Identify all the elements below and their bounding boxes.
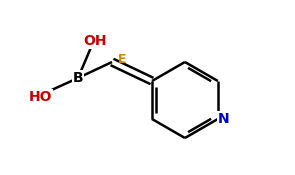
Text: OH: OH	[83, 34, 107, 48]
Text: N: N	[218, 112, 230, 126]
Text: B: B	[73, 71, 83, 85]
Text: HO: HO	[28, 90, 52, 104]
Text: E: E	[118, 53, 126, 66]
